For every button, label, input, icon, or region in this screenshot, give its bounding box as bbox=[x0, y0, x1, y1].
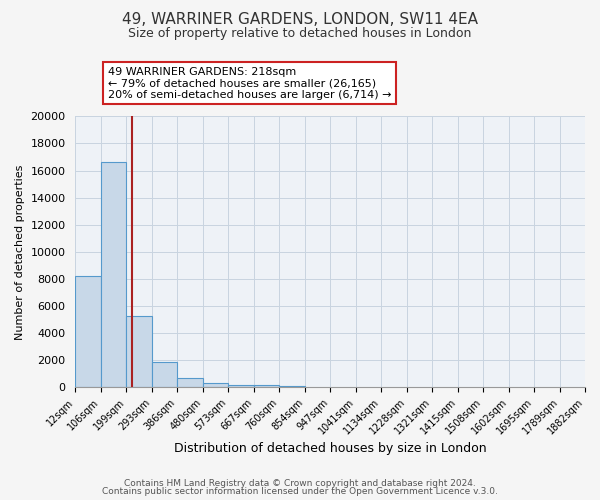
Text: 49, WARRINER GARDENS, LONDON, SW11 4EA: 49, WARRINER GARDENS, LONDON, SW11 4EA bbox=[122, 12, 478, 28]
Text: 49 WARRINER GARDENS: 218sqm
← 79% of detached houses are smaller (26,165)
20% of: 49 WARRINER GARDENS: 218sqm ← 79% of det… bbox=[107, 67, 391, 100]
X-axis label: Distribution of detached houses by size in London: Distribution of detached houses by size … bbox=[174, 442, 487, 455]
Bar bbox=[152, 362, 178, 388]
Text: Contains HM Land Registry data © Crown copyright and database right 2024.: Contains HM Land Registry data © Crown c… bbox=[124, 478, 476, 488]
Text: Contains public sector information licensed under the Open Government Licence v.: Contains public sector information licen… bbox=[102, 487, 498, 496]
Bar bbox=[101, 162, 127, 388]
Bar bbox=[178, 378, 203, 388]
Bar bbox=[76, 276, 101, 388]
Bar bbox=[279, 386, 305, 388]
Bar bbox=[203, 384, 228, 388]
Bar bbox=[127, 316, 152, 388]
Text: Size of property relative to detached houses in London: Size of property relative to detached ho… bbox=[128, 28, 472, 40]
Y-axis label: Number of detached properties: Number of detached properties bbox=[15, 164, 25, 340]
Bar bbox=[254, 386, 279, 388]
Bar bbox=[228, 385, 254, 388]
